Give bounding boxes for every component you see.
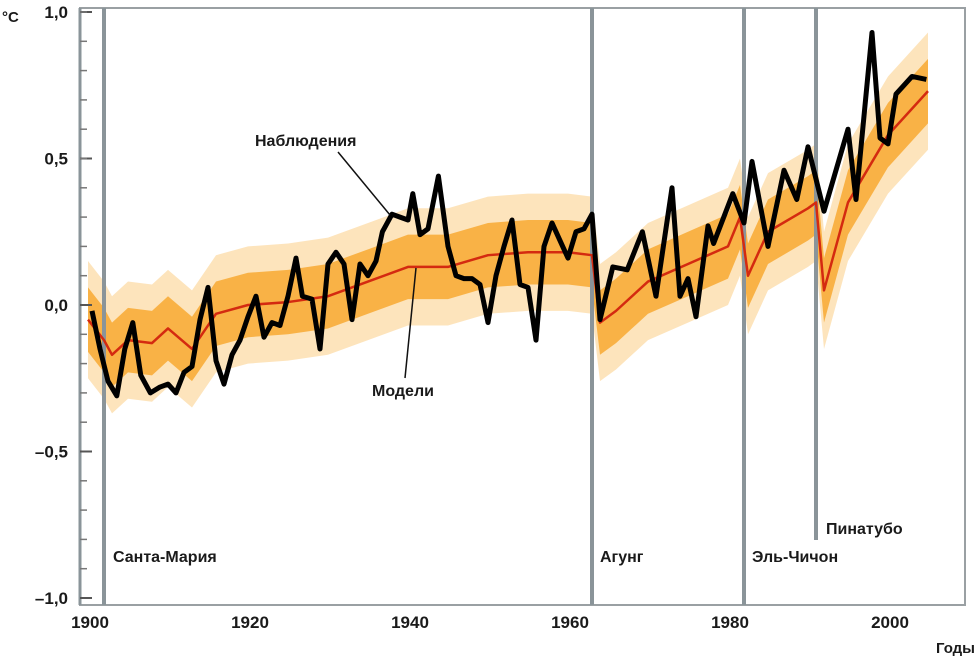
x-tick-label: 1900: [71, 613, 109, 632]
volcano-label: Агунг: [600, 549, 644, 566]
volcano-markers: Санта-Мария Агунг Эль-Чичон Пинатубо: [102, 8, 903, 605]
volcano-label: Санта-Мария: [113, 549, 217, 566]
y-tick-label: 1,0: [44, 3, 68, 22]
y-tick-label: 0,0: [44, 296, 68, 315]
models-pointer: [404, 267, 417, 379]
y-tick-label: 0,5: [44, 150, 68, 169]
y-axis-unit: °C: [2, 9, 19, 26]
x-axis-label: Годы: [936, 640, 975, 657]
annotations: Наблюдения Модели: [255, 133, 434, 400]
y-tick-label: –1,0: [35, 589, 68, 608]
x-tick-label: 1980: [711, 613, 749, 632]
series-lines: [87, 30, 929, 399]
volcano-label: Эль-Чичон: [752, 549, 838, 566]
x-tick-label: 1940: [391, 613, 429, 632]
observations-pointer: [337, 151, 391, 216]
x-tick-label: 2000: [871, 613, 909, 632]
x-tick-label: 1920: [231, 613, 269, 632]
y-tick-label: –0,5: [35, 443, 68, 462]
volcano-label: Пинатубо: [826, 521, 903, 538]
model-range-band: [88, 32, 928, 414]
models-label: Модели: [372, 383, 434, 400]
observations-line: [89, 30, 927, 399]
x-tick-label: 1960: [551, 613, 589, 632]
observations-label: Наблюдения: [255, 133, 356, 150]
model-band-inner: [88, 58, 928, 388]
model-mean-line: [87, 90, 929, 357]
plot-frame: [78, 7, 966, 606]
